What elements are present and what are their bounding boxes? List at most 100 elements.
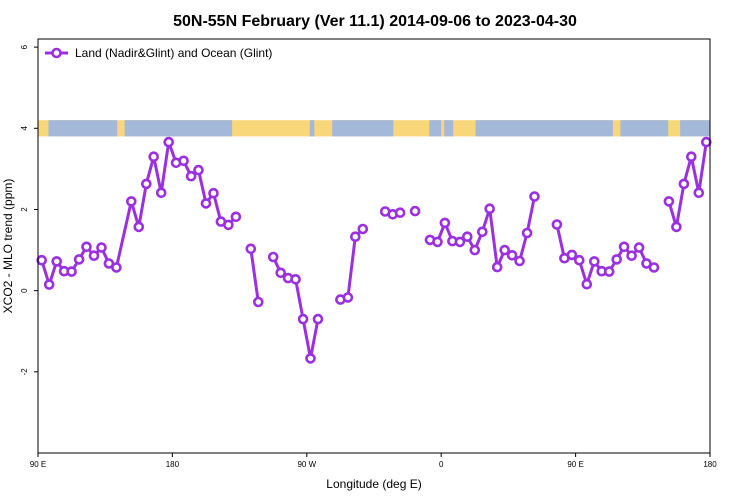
data-point [148, 151, 159, 162]
data-point [275, 267, 287, 279]
data-point [454, 236, 466, 248]
data-point [499, 244, 511, 256]
data-point [671, 221, 682, 233]
data-point [43, 279, 55, 290]
y-axis-label: XCO2 - MLO trend (ppm) [1, 179, 15, 314]
data-point [566, 249, 578, 261]
data-point [439, 217, 451, 229]
data-point [484, 203, 496, 214]
ocean-band-segment [444, 120, 454, 137]
data-point [267, 251, 279, 263]
ocean-band-segment [48, 120, 118, 137]
x-tick-label: 180 [166, 460, 180, 469]
data-point [312, 313, 324, 325]
chart-title: 50N-55N February (Ver 11.1) 2014-09-06 t… [173, 13, 577, 30]
x-axis-ticks: 90 E 180 90 W 0 90 E 180 [30, 453, 717, 469]
data-point [73, 254, 85, 265]
data-point [141, 178, 152, 190]
data-point [588, 256, 600, 267]
ocean-band-segment [332, 120, 394, 137]
ocean-band-segment [309, 120, 315, 137]
series-line [249, 248, 260, 303]
data-point [626, 250, 637, 261]
data-point [693, 187, 705, 199]
data-point [297, 313, 309, 325]
legend-marker [51, 47, 62, 59]
data-point [409, 205, 421, 217]
data-point [573, 254, 585, 266]
x-tick-label: 0 [439, 460, 444, 469]
y-tick-label: 4 [20, 126, 29, 131]
data-point [633, 242, 645, 253]
x-tick-label: 90 W [297, 460, 316, 469]
x-tick-label: 90 E [30, 460, 46, 469]
ocean-band-segment [475, 120, 613, 137]
data-point [641, 258, 652, 269]
data-point [349, 231, 361, 242]
data-point [648, 262, 660, 273]
x-axis-label: Longitude (deg E) [326, 477, 421, 491]
data-point [223, 219, 234, 231]
ocean-band-segment [620, 120, 669, 137]
data-point [66, 266, 77, 277]
x-tick-label: 180 [703, 460, 717, 469]
data-point [103, 258, 115, 269]
data-point [618, 241, 630, 253]
data-point [96, 242, 107, 253]
data-point [529, 191, 540, 202]
data-point [208, 187, 219, 199]
data-point [88, 250, 100, 261]
data-point [193, 164, 204, 176]
data-point [432, 236, 443, 248]
legend-label: Land (Nadir&Glint) and Ocean (Glint) [75, 46, 272, 60]
data-point [126, 196, 137, 207]
data-point [305, 353, 316, 364]
ocean-band-segment [124, 120, 233, 137]
data-point [700, 136, 712, 148]
data-point [245, 243, 257, 255]
data-point [200, 198, 212, 209]
data-point [252, 296, 264, 308]
data-point [514, 255, 525, 267]
data-point [469, 244, 481, 256]
data-point [581, 278, 593, 290]
data-point [357, 223, 369, 235]
data-point [551, 219, 563, 230]
ocean-band-segment [680, 120, 710, 137]
data-point [133, 221, 145, 233]
y-tick-label: 6 [20, 44, 29, 49]
data-point [111, 262, 122, 273]
data-point [230, 211, 242, 223]
legend: Land (Nadir&Glint) and Ocean (Glint) [45, 46, 272, 60]
data-point [506, 250, 518, 261]
data-point [521, 227, 533, 239]
data-point [461, 231, 473, 242]
data-point [603, 266, 615, 277]
data-point [163, 136, 174, 148]
data-point [178, 155, 189, 167]
data-point [51, 256, 63, 267]
data-point [476, 226, 488, 238]
plot-frame [37, 38, 711, 454]
data-point [342, 292, 354, 303]
data-point [290, 273, 301, 285]
data-point [36, 254, 48, 266]
y-tick-label: -2 [20, 368, 29, 376]
data-point [611, 254, 623, 265]
series-line [40, 140, 238, 287]
data-point [185, 170, 197, 182]
data-point [155, 187, 167, 199]
y-tick-label: 0 [20, 288, 29, 293]
data-point [663, 196, 675, 207]
data-point [491, 261, 503, 273]
data-point [394, 207, 406, 218]
y-axis-ticks: -2 0 2 4 6 [20, 44, 38, 375]
x-tick-label: 90 E [567, 460, 583, 469]
data-point [678, 178, 690, 190]
data-point [81, 241, 92, 253]
ocean-band-segment [429, 120, 442, 137]
series-layer [36, 136, 712, 364]
y-tick-label: 2 [20, 207, 29, 212]
data-point [685, 151, 697, 162]
